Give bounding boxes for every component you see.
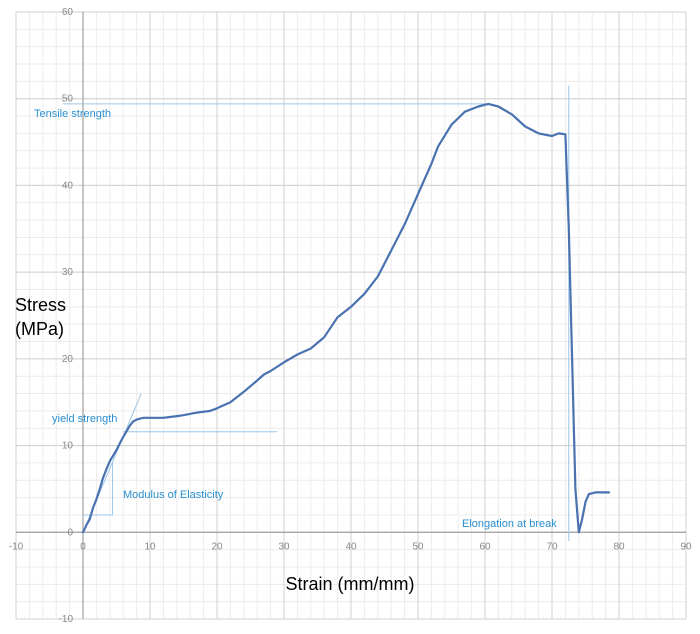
stress-strain-curve — [81, 102, 611, 534]
yield-strength-label: yield strength — [52, 413, 117, 425]
y-tick-label: 30 — [62, 267, 74, 278]
y-tick-label: 40 — [62, 180, 74, 191]
x-tick-label: -10 — [9, 541, 24, 552]
tick-labels: -10 0 10 20 30 40 50 60 70 80 90 -10 0 10 20 30 40 50 60 — [9, 7, 692, 625]
modulus-of-elasticity-label: Modulus of Elasticity — [123, 489, 224, 501]
x-axis-title: Strain (mm/mm) — [286, 574, 415, 594]
axes — [16, 12, 686, 619]
series-layer — [81, 102, 611, 534]
major-gridlines — [15, 11, 687, 620]
y-tick-label: 20 — [62, 354, 74, 365]
y-tick-label: 10 — [62, 441, 74, 452]
tensile-strength-label: Tensile strength — [34, 108, 111, 120]
y-tick-label: -10 — [59, 614, 74, 625]
x-tick-label: 70 — [546, 541, 558, 552]
x-tick-label: 50 — [412, 541, 424, 552]
x-tick-label: 80 — [613, 541, 625, 552]
x-tick-label: 90 — [680, 541, 692, 552]
modulus-triangle — [83, 461, 113, 516]
elongation-at-break-label: Elongation at break — [462, 518, 557, 530]
x-tick-label: 60 — [479, 541, 491, 552]
reference-lines — [62, 85, 570, 541]
x-tick-label: 20 — [211, 541, 223, 552]
y-tick-label: 60 — [62, 7, 74, 18]
y-tick-label: 0 — [67, 527, 73, 538]
y-axis-title-line1: Stress — [15, 295, 66, 315]
x-tick-label: 30 — [278, 541, 290, 552]
y-axis-title-line2: (MPa) — [15, 319, 64, 339]
x-tick-label: 40 — [345, 541, 357, 552]
x-tick-label: 10 — [144, 541, 156, 552]
x-tick-label: 0 — [80, 541, 86, 552]
y-tick-label: 50 — [62, 94, 74, 105]
